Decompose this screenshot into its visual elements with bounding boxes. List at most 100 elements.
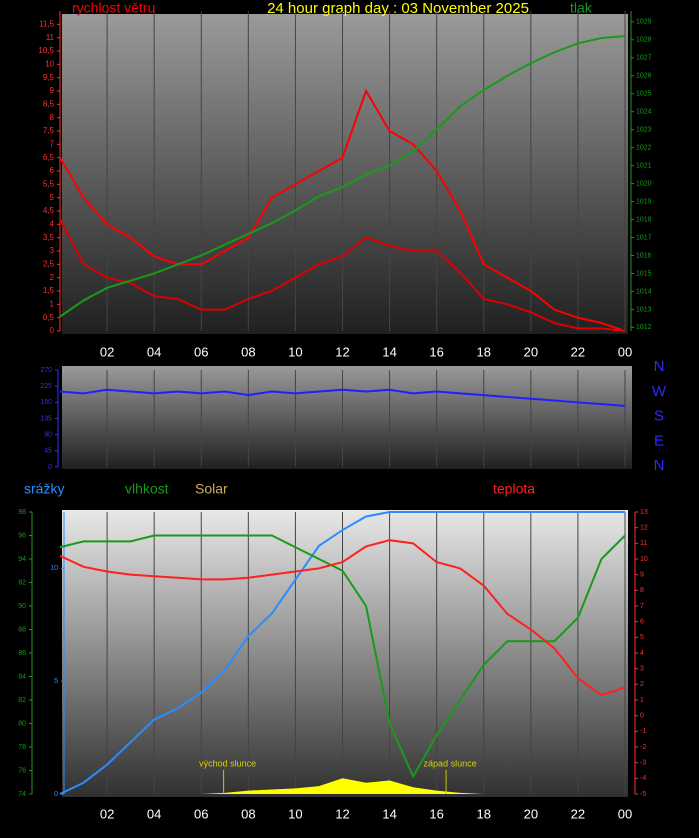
plot-bg <box>62 510 628 797</box>
y-tick-label: 94 <box>18 556 26 563</box>
y-tick-label: 45 <box>44 448 52 455</box>
y-tick-label: 1016 <box>636 252 652 259</box>
y-tick-label: 0 <box>48 464 52 471</box>
plot-bg <box>62 14 628 334</box>
y-tick-label: 1027 <box>636 55 652 62</box>
y-tick-label: 1023 <box>636 126 652 133</box>
y-tick-label: 1,5 <box>43 286 55 295</box>
y-tick-label: 74 <box>18 791 26 798</box>
y-tick-label: 3,5 <box>43 233 55 242</box>
y-tick-label: 1021 <box>636 162 652 169</box>
y-tick-label: 1029 <box>636 19 652 26</box>
y-tick-label: 1 <box>640 697 644 704</box>
compass-label: N <box>654 358 665 375</box>
y-tick-label: 6,5 <box>43 153 55 162</box>
compass-label: E <box>654 432 664 449</box>
x-tick-label: 02 <box>100 344 114 359</box>
legend-label: vlhkost <box>125 481 169 497</box>
y-tick-label: 1022 <box>636 144 652 151</box>
y-tick-label: 1020 <box>636 180 652 187</box>
legend-label: rychlost větru <box>72 0 155 16</box>
compass-label: S <box>654 408 664 425</box>
y-tick-label: 88 <box>18 626 26 633</box>
compass-label: N <box>654 457 665 474</box>
y-tick-label: 2 <box>640 681 644 688</box>
legend-label: teplota <box>493 481 535 497</box>
y-tick-label: 1026 <box>636 73 652 80</box>
x-tick-label: 00 <box>618 344 632 359</box>
y-tick-label: 2,5 <box>43 259 55 268</box>
x-tick-label: 18 <box>477 344 491 359</box>
y-tick-label: 1028 <box>636 37 652 44</box>
x-tick-label: 04 <box>147 806 161 821</box>
y-tick-label: 0 <box>50 326 55 335</box>
legend-label: Solar <box>195 481 228 497</box>
x-tick-label: 22 <box>571 344 585 359</box>
x-tick-label: 20 <box>524 806 538 821</box>
y-tick-label: 3 <box>640 666 644 673</box>
y-tick-label: 270 <box>40 367 52 374</box>
y-tick-label: 8 <box>640 587 644 594</box>
y-tick-label: 4 <box>50 219 55 228</box>
x-tick-label: 00 <box>618 806 632 821</box>
legend-label: tlak <box>570 0 593 16</box>
y-tick-label: 84 <box>18 673 26 680</box>
y-tick-label: 4,5 <box>43 206 55 215</box>
y-tick-label: 8,5 <box>43 99 55 108</box>
x-tick-label: 02 <box>100 806 114 821</box>
x-tick-label: 06 <box>194 806 208 821</box>
series-line <box>59 539 626 697</box>
y-tick-label: 9 <box>50 86 55 95</box>
y-tick-label: 5 <box>50 193 55 202</box>
y-tick-label: 10 <box>640 556 648 563</box>
y-tick-label: 12 <box>640 525 648 532</box>
x-tick-label: 08 <box>241 806 255 821</box>
x-tick-label: 20 <box>524 344 538 359</box>
y-tick-label: 1019 <box>636 198 652 205</box>
plot-bg <box>62 366 632 469</box>
x-tick-label: 04 <box>147 344 161 359</box>
y-tick-label: 90 <box>18 603 26 610</box>
y-tick-label: 135 <box>40 415 52 422</box>
y-tick-label: 98 <box>18 509 26 516</box>
y-tick-label: 0 <box>640 713 644 720</box>
y-tick-label: 96 <box>18 532 26 539</box>
annotation: západ slunce <box>424 758 477 768</box>
y-tick-label: 1012 <box>636 324 652 331</box>
x-tick-label: 06 <box>194 344 208 359</box>
y-tick-label: 5,5 <box>43 179 55 188</box>
y-tick-label: 1015 <box>636 270 652 277</box>
y-tick-label: 11 <box>640 540 647 547</box>
y-tick-label: 1014 <box>636 288 652 295</box>
y-tick-label: -2 <box>640 744 646 751</box>
y-tick-label: 180 <box>40 399 52 406</box>
y-tick-label: 86 <box>18 650 26 657</box>
x-tick-label: 22 <box>571 806 585 821</box>
y-tick-label: 0,5 <box>43 313 55 322</box>
solar-area <box>60 778 625 794</box>
y-tick-label: -3 <box>640 760 646 767</box>
y-tick-label: 1017 <box>636 234 652 241</box>
series-line <box>59 534 626 779</box>
y-tick-label: 3 <box>50 246 55 255</box>
y-tick-label: 78 <box>18 744 26 751</box>
y-tick-label: 7 <box>640 603 644 610</box>
x-tick-label: 08 <box>241 344 255 359</box>
y-tick-label: 1013 <box>636 306 652 313</box>
x-tick-label: 14 <box>382 806 396 821</box>
y-tick-label: 10,5 <box>38 46 54 55</box>
y-tick-label: 8 <box>50 113 55 122</box>
compass-label: W <box>652 383 667 400</box>
series-line <box>59 388 626 407</box>
y-tick-label: 76 <box>18 767 26 774</box>
y-tick-label: -4 <box>640 775 646 782</box>
x-tick-label: 14 <box>382 344 396 359</box>
y-tick-label: 6 <box>50 166 55 175</box>
x-tick-label: 12 <box>335 806 349 821</box>
y-tick-label: -1 <box>640 728 646 735</box>
x-tick-label: 12 <box>335 344 349 359</box>
y-tick-label: 1024 <box>636 109 652 116</box>
series-line <box>59 511 625 795</box>
y-tick-label: 11,5 <box>39 19 55 28</box>
